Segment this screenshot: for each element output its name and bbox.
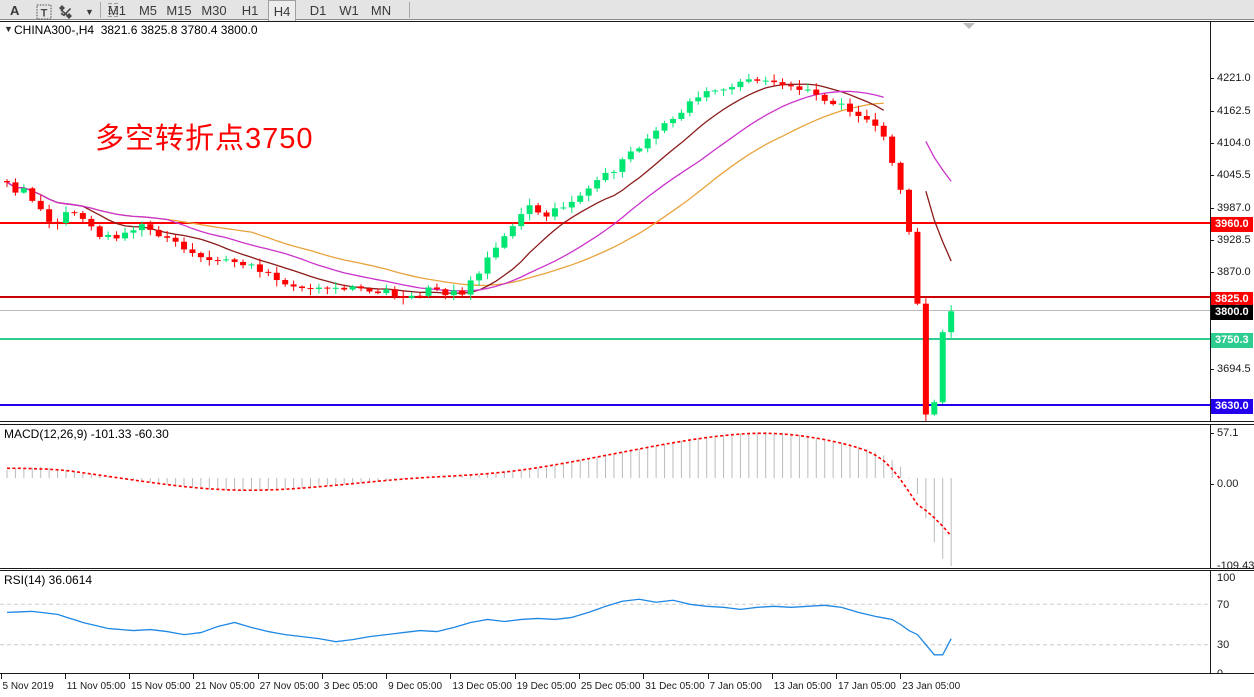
svg-text:T: T [41, 8, 48, 20]
